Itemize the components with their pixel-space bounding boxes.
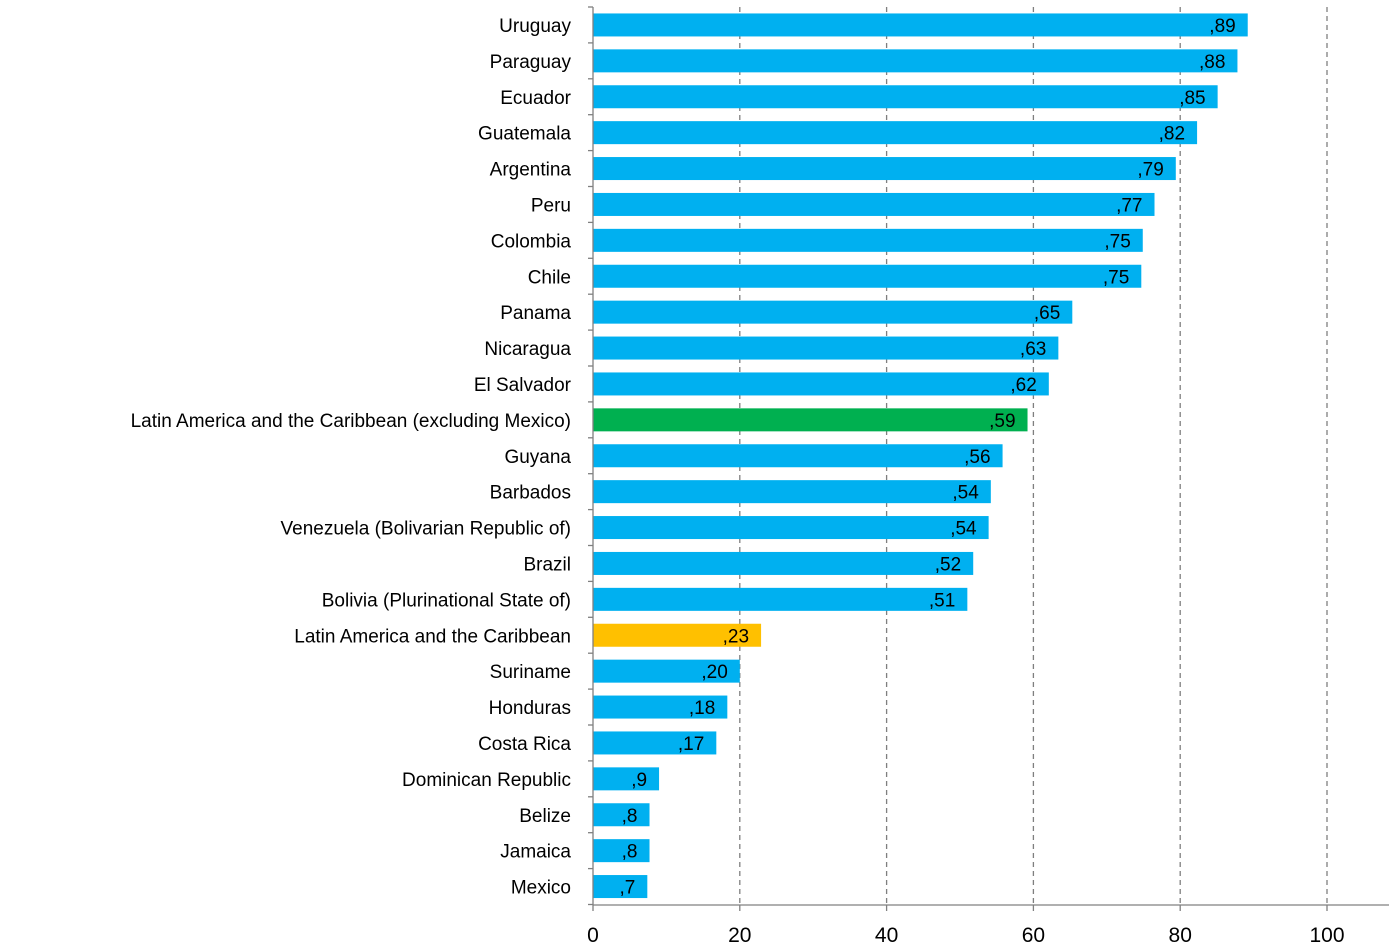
data-label: ,23 [723,626,749,647]
data-label: ,89 [1209,16,1235,37]
category-label: Uruguay [499,16,571,37]
x-axis: 0 20 40 60 80 100 [587,905,1389,947]
x-tick-label-0: 0 [587,924,599,947]
category-label: Paraguay [490,52,572,73]
bar-argentina [593,157,1176,180]
x-tick-label-100: 100 [1309,924,1344,947]
category-label: Dominican Republic [402,770,571,791]
bar-nicaragua [593,337,1058,360]
category-label: Guyana [504,447,571,468]
category-label: Venezuela (Bolivarian Republic of) [281,519,571,540]
category-label: Guatemala [478,124,571,145]
bar-el-salvador [593,372,1049,395]
bar-paraguay [593,49,1237,72]
bars [593,13,1248,898]
data-label: ,7 [619,878,635,899]
data-label: ,54 [950,519,977,540]
category-label: Latin America and the Caribbean (excludi… [131,411,571,432]
category-label: El Salvador [474,375,572,396]
category-label: Jamaica [500,842,571,863]
bar-venezuela-bolivarian-republic-of- [593,516,989,539]
data-label: ,75 [1104,231,1130,252]
data-label: ,17 [678,734,704,755]
data-label: ,18 [689,698,715,719]
category-label: Suriname [490,662,571,683]
bar-chile [593,265,1141,288]
category-label: Belize [519,806,571,827]
x-tick-label-40: 40 [875,924,898,947]
data-label: ,85 [1179,88,1205,109]
bar-latin-america-and-the-caribbean-excluding-mexico- [593,408,1028,431]
category-label: Barbados [490,483,571,504]
bar-barbados [593,480,991,503]
bar-peru [593,193,1155,216]
data-label: ,88 [1199,52,1225,73]
data-label: ,9 [631,770,647,791]
category-label: Chile [528,267,571,288]
category-label: Panama [500,303,571,324]
category-label: Costa Rica [478,734,571,755]
data-label: ,54 [952,483,979,504]
bar-panama [593,301,1072,324]
data-label: ,79 [1137,160,1163,181]
category-label: Colombia [491,231,572,252]
data-label: ,56 [964,447,990,468]
bar-dominican-republic [593,767,659,790]
data-label: ,65 [1034,303,1060,324]
bar-ecuador [593,85,1218,108]
category-label: Honduras [489,698,571,719]
category-label: Brazil [523,554,571,575]
data-label: ,52 [935,554,961,575]
bar-uruguay [593,13,1248,36]
x-tick-label-20: 20 [728,924,751,947]
data-label: ,63 [1020,339,1046,360]
data-label: ,75 [1103,267,1129,288]
category-label: Bolivia (Plurinational State of) [322,590,571,611]
data-label: ,59 [989,411,1015,432]
bar-brazil [593,552,973,575]
category-label: Ecuador [500,88,571,109]
category-label: Nicaragua [484,339,571,360]
data-label: ,77 [1116,195,1142,216]
data-label: ,62 [1010,375,1036,396]
data-label: ,8 [622,842,638,863]
category-labels: Uruguay Paraguay Ecuador Guatemala Argentina… [131,16,572,899]
category-label: Peru [531,195,571,216]
bar-guatemala [593,121,1197,144]
x-tick-label-60: 60 [1022,924,1045,947]
bar-bolivia-plurinational-state-of- [593,588,967,611]
data-label: ,20 [701,662,727,683]
data-label: ,8 [622,806,638,827]
y-axis [588,7,593,905]
bar-colombia [593,229,1143,252]
category-label: Latin America and the Caribbean [294,626,571,647]
data-label: ,51 [929,590,955,611]
x-tick-label-80: 80 [1169,924,1192,947]
bar-guyana [593,444,1003,467]
category-label: Mexico [511,878,571,899]
category-label: Argentina [490,160,572,181]
data-label: ,82 [1159,124,1185,145]
